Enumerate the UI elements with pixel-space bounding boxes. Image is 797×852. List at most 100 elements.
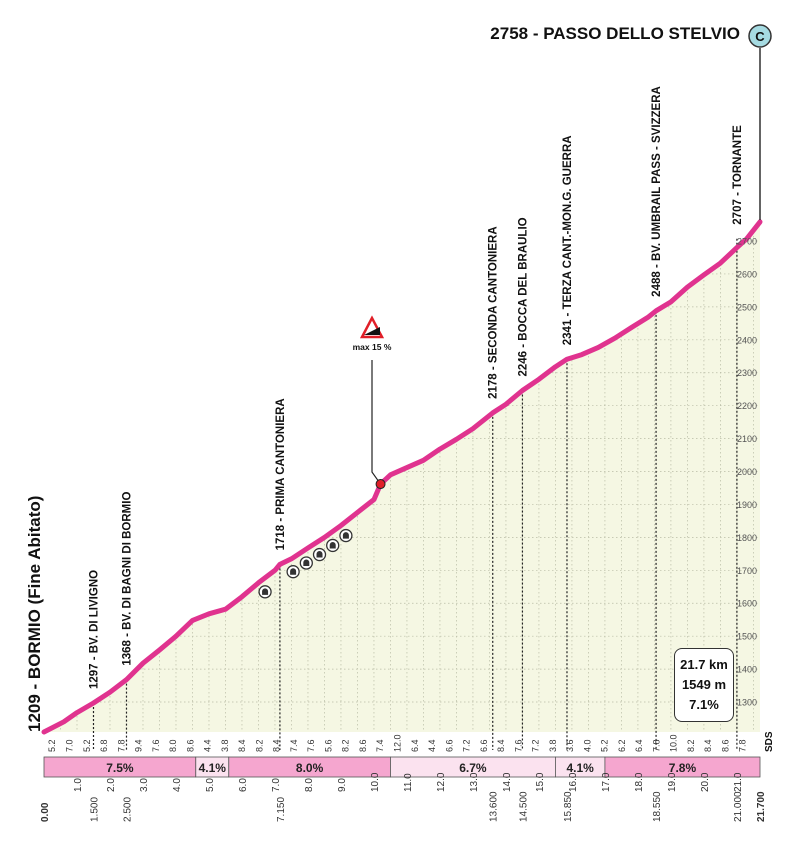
x-tick-label: 2.0 — [106, 778, 117, 792]
gradient-label: 9.4 — [134, 739, 144, 752]
y-tick-label: 2700 — [737, 237, 757, 247]
waypoint-km-label: 1.500 — [89, 797, 100, 822]
x-tick-label: 14.0 — [502, 772, 513, 792]
x-tick-label: 15.0 — [535, 772, 546, 792]
sector-label: 7.5% — [106, 761, 134, 775]
x-tick-label: 21.0 — [733, 772, 744, 792]
gradient-label: 7.6 — [513, 739, 523, 752]
max-gradient-label: max 15 % — [353, 342, 392, 352]
x-tick-label: 8.0 — [304, 778, 315, 792]
y-tick-label: 1900 — [737, 500, 757, 510]
gradient-label: 8.2 — [254, 739, 264, 752]
x-tick-label: 9.0 — [337, 778, 348, 792]
tunnel-icon — [312, 547, 327, 562]
gradient-label: 7.6 — [306, 739, 316, 752]
y-tick-label: 1500 — [737, 632, 757, 642]
y-tick-label: 2500 — [737, 302, 757, 312]
gradient-label: 8.6 — [185, 739, 195, 752]
gradient-label: 7.2 — [462, 739, 472, 752]
gradient-label: 8.2 — [686, 739, 696, 752]
gradient-label: 6.4 — [410, 739, 420, 752]
gradient-label: 7.8 — [116, 739, 126, 752]
gradient-label: 7.8 — [651, 739, 661, 752]
tunnel-icon — [326, 538, 340, 553]
gradient-label: 8.4 — [272, 739, 282, 752]
gradient-label: 6.8 — [99, 739, 109, 752]
x-tick-label: 6.0 — [238, 778, 249, 792]
x-tick-label: 12.0 — [436, 772, 447, 792]
max-gradient-leader — [371, 360, 382, 485]
y-tick-label: 1700 — [737, 566, 757, 576]
gradient-label: 6.2 — [617, 739, 627, 752]
gradient-label: 4.4 — [427, 739, 437, 752]
gradient-label: 12.0 — [392, 734, 402, 752]
gradient-label: 8.6 — [358, 739, 368, 752]
x-tick-label: 20.0 — [700, 772, 711, 792]
sector-label: 8.0% — [296, 761, 324, 775]
gradient-label: 8.0 — [168, 739, 178, 752]
waypoint-label: 1368 - BV. DI BAGNI DI BORMIO — [121, 492, 133, 666]
x-tick-label: 11.0 — [403, 773, 414, 792]
x-tick-label: 18.0 — [634, 772, 645, 792]
waypoint-label: 2178 - SECONDA CANTONIERA — [488, 226, 500, 399]
gradient-label: 8.6 — [720, 739, 730, 752]
tunnel-icon — [299, 556, 313, 570]
gradient-label: 5.6 — [323, 739, 333, 752]
category-badge-label: C — [755, 29, 765, 44]
sector-label: 4.1% — [199, 761, 227, 775]
gradient-sector — [604, 756, 761, 778]
y-tick-label: 2600 — [737, 269, 757, 279]
waypoint-label: 2246 - BOCCA DEL BRAULIO — [517, 217, 529, 376]
waypoint-label: 2707 - TORNANTE — [732, 125, 744, 225]
waypoint-label: 1297 - BV. DI LIVIGNO — [88, 570, 100, 689]
category-badge — [748, 24, 772, 48]
gradient-label: 10.0 — [669, 734, 679, 752]
sector-label: 7.8% — [669, 761, 697, 775]
waypoint-km-label: 18.550 — [652, 791, 663, 822]
summary-elevation: 1549 m — [681, 677, 727, 692]
gradient-label: 7.4 — [375, 739, 385, 752]
y-tick-label: 1600 — [737, 599, 757, 609]
y-tick-label: 2200 — [737, 401, 757, 411]
y-tick-label: 2400 — [737, 335, 757, 345]
y-tick-label: 2100 — [737, 434, 757, 444]
x-tick-label: 4.0 — [172, 778, 183, 792]
summary-gradient: 7.1% — [689, 697, 719, 712]
x-tick-label: 7.0 — [271, 778, 282, 792]
chart-title: 2758 - PASSO DELLO STELVIO — [490, 24, 740, 43]
x-tick-label: 5.0 — [205, 778, 216, 792]
sector-label: 6.7% — [459, 761, 487, 775]
waypoint-km-label: 2.500 — [122, 797, 133, 822]
profile-line — [41, 219, 763, 735]
gradient-label: 4.4 — [203, 739, 213, 752]
y-tick-label: 2300 — [737, 368, 757, 378]
waypoint-km-label: 15.850 — [563, 791, 574, 822]
gradient-label: 7.6 — [151, 739, 161, 752]
waypoint-km-label: 13.600 — [489, 791, 500, 822]
gradient-label: 8.4 — [703, 739, 713, 752]
waypoint-km-label: 7.150 — [276, 797, 287, 822]
waypoint-km-label: 14.500 — [518, 791, 529, 822]
gradient-label: 6.4 — [634, 739, 644, 752]
y-tick-label: 1800 — [737, 533, 757, 543]
y-tick-label: 1400 — [737, 665, 757, 675]
tunnel-icon — [286, 565, 300, 579]
gradient-label: 8.4 — [496, 739, 506, 752]
gradient-label: 6.6 — [479, 739, 489, 752]
gradient-label: 7.0 — [65, 739, 75, 752]
x-tick-label: 3.0 — [139, 778, 150, 792]
gradient-label: 5.2 — [47, 739, 57, 752]
x-tick-label: 0.00 — [40, 802, 51, 822]
y-tick-label: 2000 — [737, 467, 757, 477]
x-tick-label: 1.0 — [73, 778, 84, 792]
tunnel-icon — [258, 585, 272, 599]
y-tick-label: 1300 — [737, 698, 757, 708]
gradient-label: 6.6 — [444, 739, 454, 752]
x-tick-label: 16.0 — [568, 772, 579, 792]
gradient-label: 5.2 — [82, 739, 92, 752]
x-tick-label: 21.700 — [756, 791, 767, 822]
x-tick-label: 17.0 — [601, 772, 612, 792]
start-label: 1209 - BORMIO (Fine Abitato) — [25, 496, 44, 732]
gradient-label: 8.2 — [341, 739, 351, 752]
